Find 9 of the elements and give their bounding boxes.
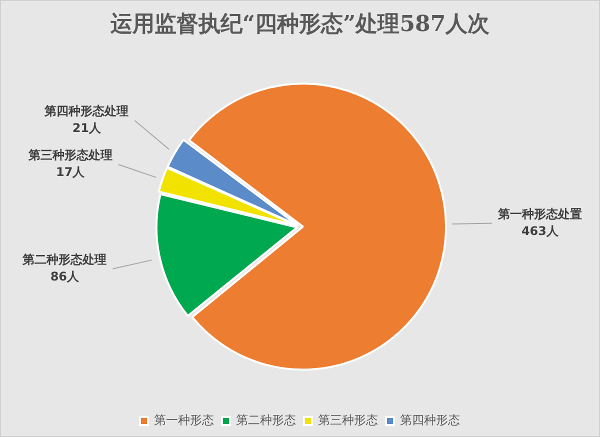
data-label: 第四种形态处理 21人 (44, 104, 129, 136)
legend-label: 第四种形态 (400, 413, 460, 428)
legend-label: 第三种形态 (318, 413, 378, 428)
legend-label: 第二种形态 (236, 413, 296, 428)
legend-label: 第一种形态 (154, 413, 214, 428)
chart-title: 运用监督执纪“四种形态”处理587人次 (109, 10, 491, 37)
data-label: 第三种形态处理 17人 (27, 148, 112, 180)
data-label: 第一种形态处置 463人 (496, 206, 582, 238)
data-label: 第二种形态处理 86人 (22, 252, 107, 284)
